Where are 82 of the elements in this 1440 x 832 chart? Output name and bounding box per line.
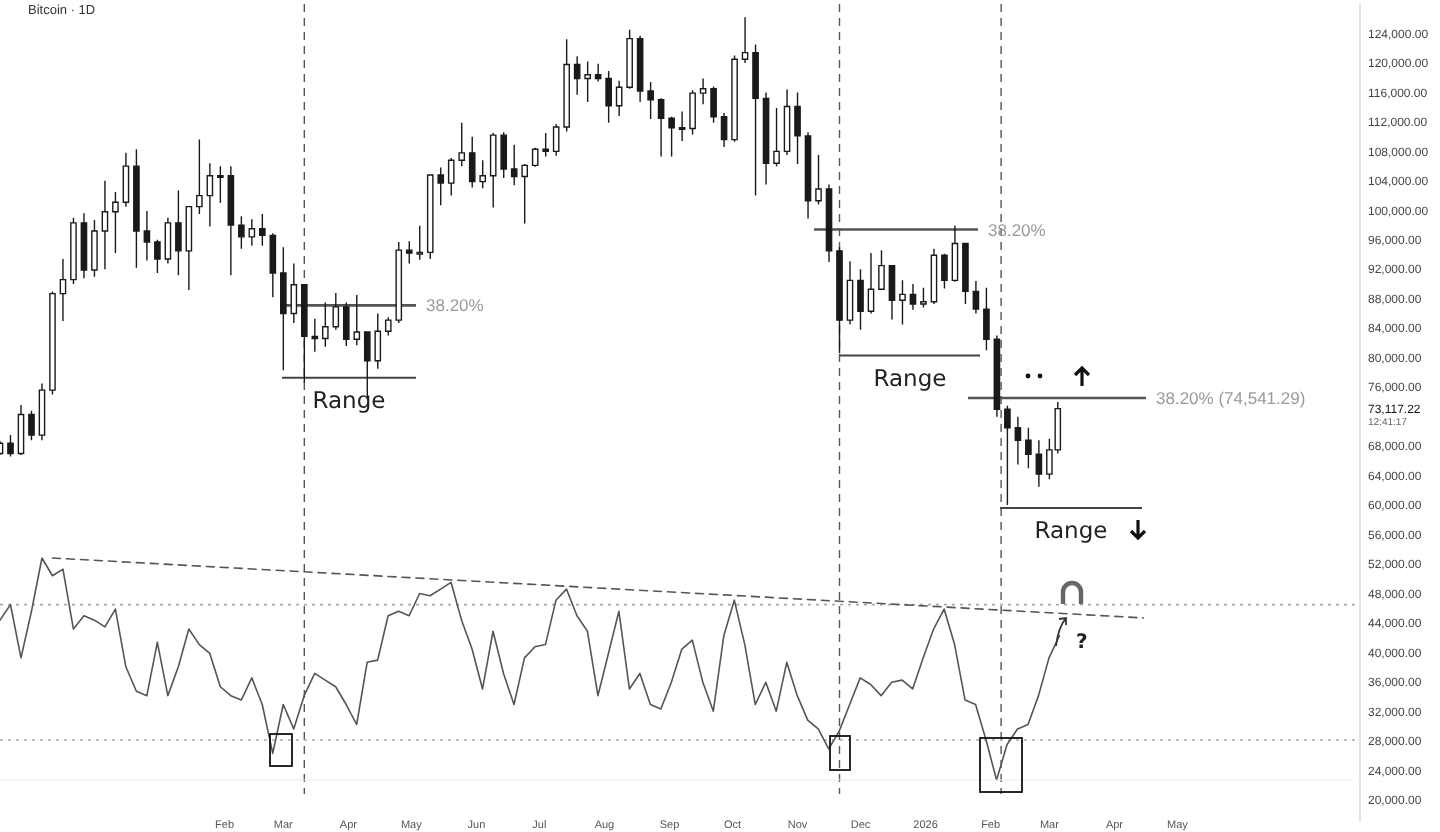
candlestick bbox=[143, 210, 151, 262]
candlestick bbox=[196, 138, 203, 215]
candlestick bbox=[1004, 404, 1011, 506]
candlestick bbox=[657, 97, 665, 158]
candlestick bbox=[1025, 427, 1032, 469]
candlestick bbox=[238, 215, 245, 250]
ref-line-label: Range bbox=[312, 385, 386, 414]
candlestick bbox=[762, 91, 770, 186]
candlestick bbox=[951, 225, 959, 283]
candlestick bbox=[857, 268, 864, 331]
candlestick bbox=[636, 34, 644, 103]
annotation: 38.20% bbox=[988, 219, 1047, 240]
candlestick bbox=[647, 81, 654, 120]
candlestick bbox=[280, 246, 287, 371]
candlestick bbox=[175, 189, 182, 276]
candlestick bbox=[91, 219, 98, 278]
candlestick bbox=[7, 434, 14, 458]
candlestick bbox=[80, 212, 88, 279]
candlestick bbox=[983, 287, 990, 352]
candlestick bbox=[888, 264, 896, 321]
candlestick bbox=[710, 85, 717, 124]
candlestick bbox=[217, 165, 224, 204]
candlestick bbox=[941, 253, 948, 290]
candlestick bbox=[920, 287, 927, 309]
candlestick bbox=[552, 123, 560, 157]
candlestick bbox=[741, 16, 749, 64]
candlestick bbox=[1014, 415, 1022, 466]
candlestick bbox=[259, 213, 266, 247]
candlestick bbox=[878, 249, 885, 291]
candlestick bbox=[962, 242, 969, 305]
candlestick bbox=[804, 131, 812, 220]
candlestick bbox=[626, 29, 633, 90]
candlestick bbox=[38, 382, 46, 441]
candlestick bbox=[836, 246, 843, 355]
candlestick bbox=[972, 280, 980, 315]
candlestick bbox=[689, 89, 696, 136]
candlestick bbox=[846, 260, 854, 326]
candlestick bbox=[993, 334, 1001, 418]
candlestick bbox=[678, 110, 686, 142]
candlestick bbox=[1035, 439, 1043, 488]
candlestick bbox=[290, 262, 298, 324]
candlestick bbox=[699, 77, 707, 105]
candlestick bbox=[752, 43, 759, 197]
candlestick bbox=[867, 252, 875, 315]
candlestick bbox=[899, 279, 906, 326]
candlestick bbox=[909, 283, 917, 311]
candlestick bbox=[594, 62, 602, 83]
candlestick bbox=[101, 180, 109, 270]
candlestick bbox=[28, 410, 35, 441]
candlestick bbox=[248, 218, 256, 247]
candlestick bbox=[269, 232, 277, 298]
candlestick bbox=[563, 38, 570, 133]
candlestick bbox=[731, 54, 738, 143]
candlestick bbox=[164, 217, 172, 265]
candlestick bbox=[122, 152, 130, 208]
candlestick bbox=[573, 55, 581, 96]
candlestick bbox=[70, 217, 77, 285]
candlestick bbox=[773, 107, 780, 167]
candlestick bbox=[605, 70, 612, 124]
candlestick bbox=[227, 165, 235, 276]
candlestick bbox=[206, 162, 214, 228]
candlestick bbox=[185, 205, 193, 291]
candlestick bbox=[815, 154, 822, 206]
candlestick bbox=[49, 290, 56, 396]
annotation: 38.20% bbox=[426, 295, 485, 316]
candlestick bbox=[668, 116, 675, 158]
candlestick bbox=[59, 258, 67, 322]
candlestick bbox=[825, 183, 833, 263]
annotation: ? bbox=[1076, 632, 1088, 654]
candlestick bbox=[17, 404, 25, 456]
candlestick bbox=[133, 148, 140, 269]
candlestick bbox=[783, 88, 791, 156]
candlestick bbox=[615, 79, 623, 117]
candlestick bbox=[112, 191, 119, 254]
ref-line-label: 38.20% (74,541.29) bbox=[1156, 387, 1306, 408]
ref-line-label: Range bbox=[1034, 516, 1108, 545]
candlestick bbox=[930, 247, 938, 305]
ref-line-label: Range bbox=[873, 363, 947, 392]
candlestick bbox=[794, 91, 801, 165]
candlestick bbox=[584, 60, 591, 103]
candlestick bbox=[720, 112, 728, 148]
candlestick bbox=[154, 239, 161, 274]
